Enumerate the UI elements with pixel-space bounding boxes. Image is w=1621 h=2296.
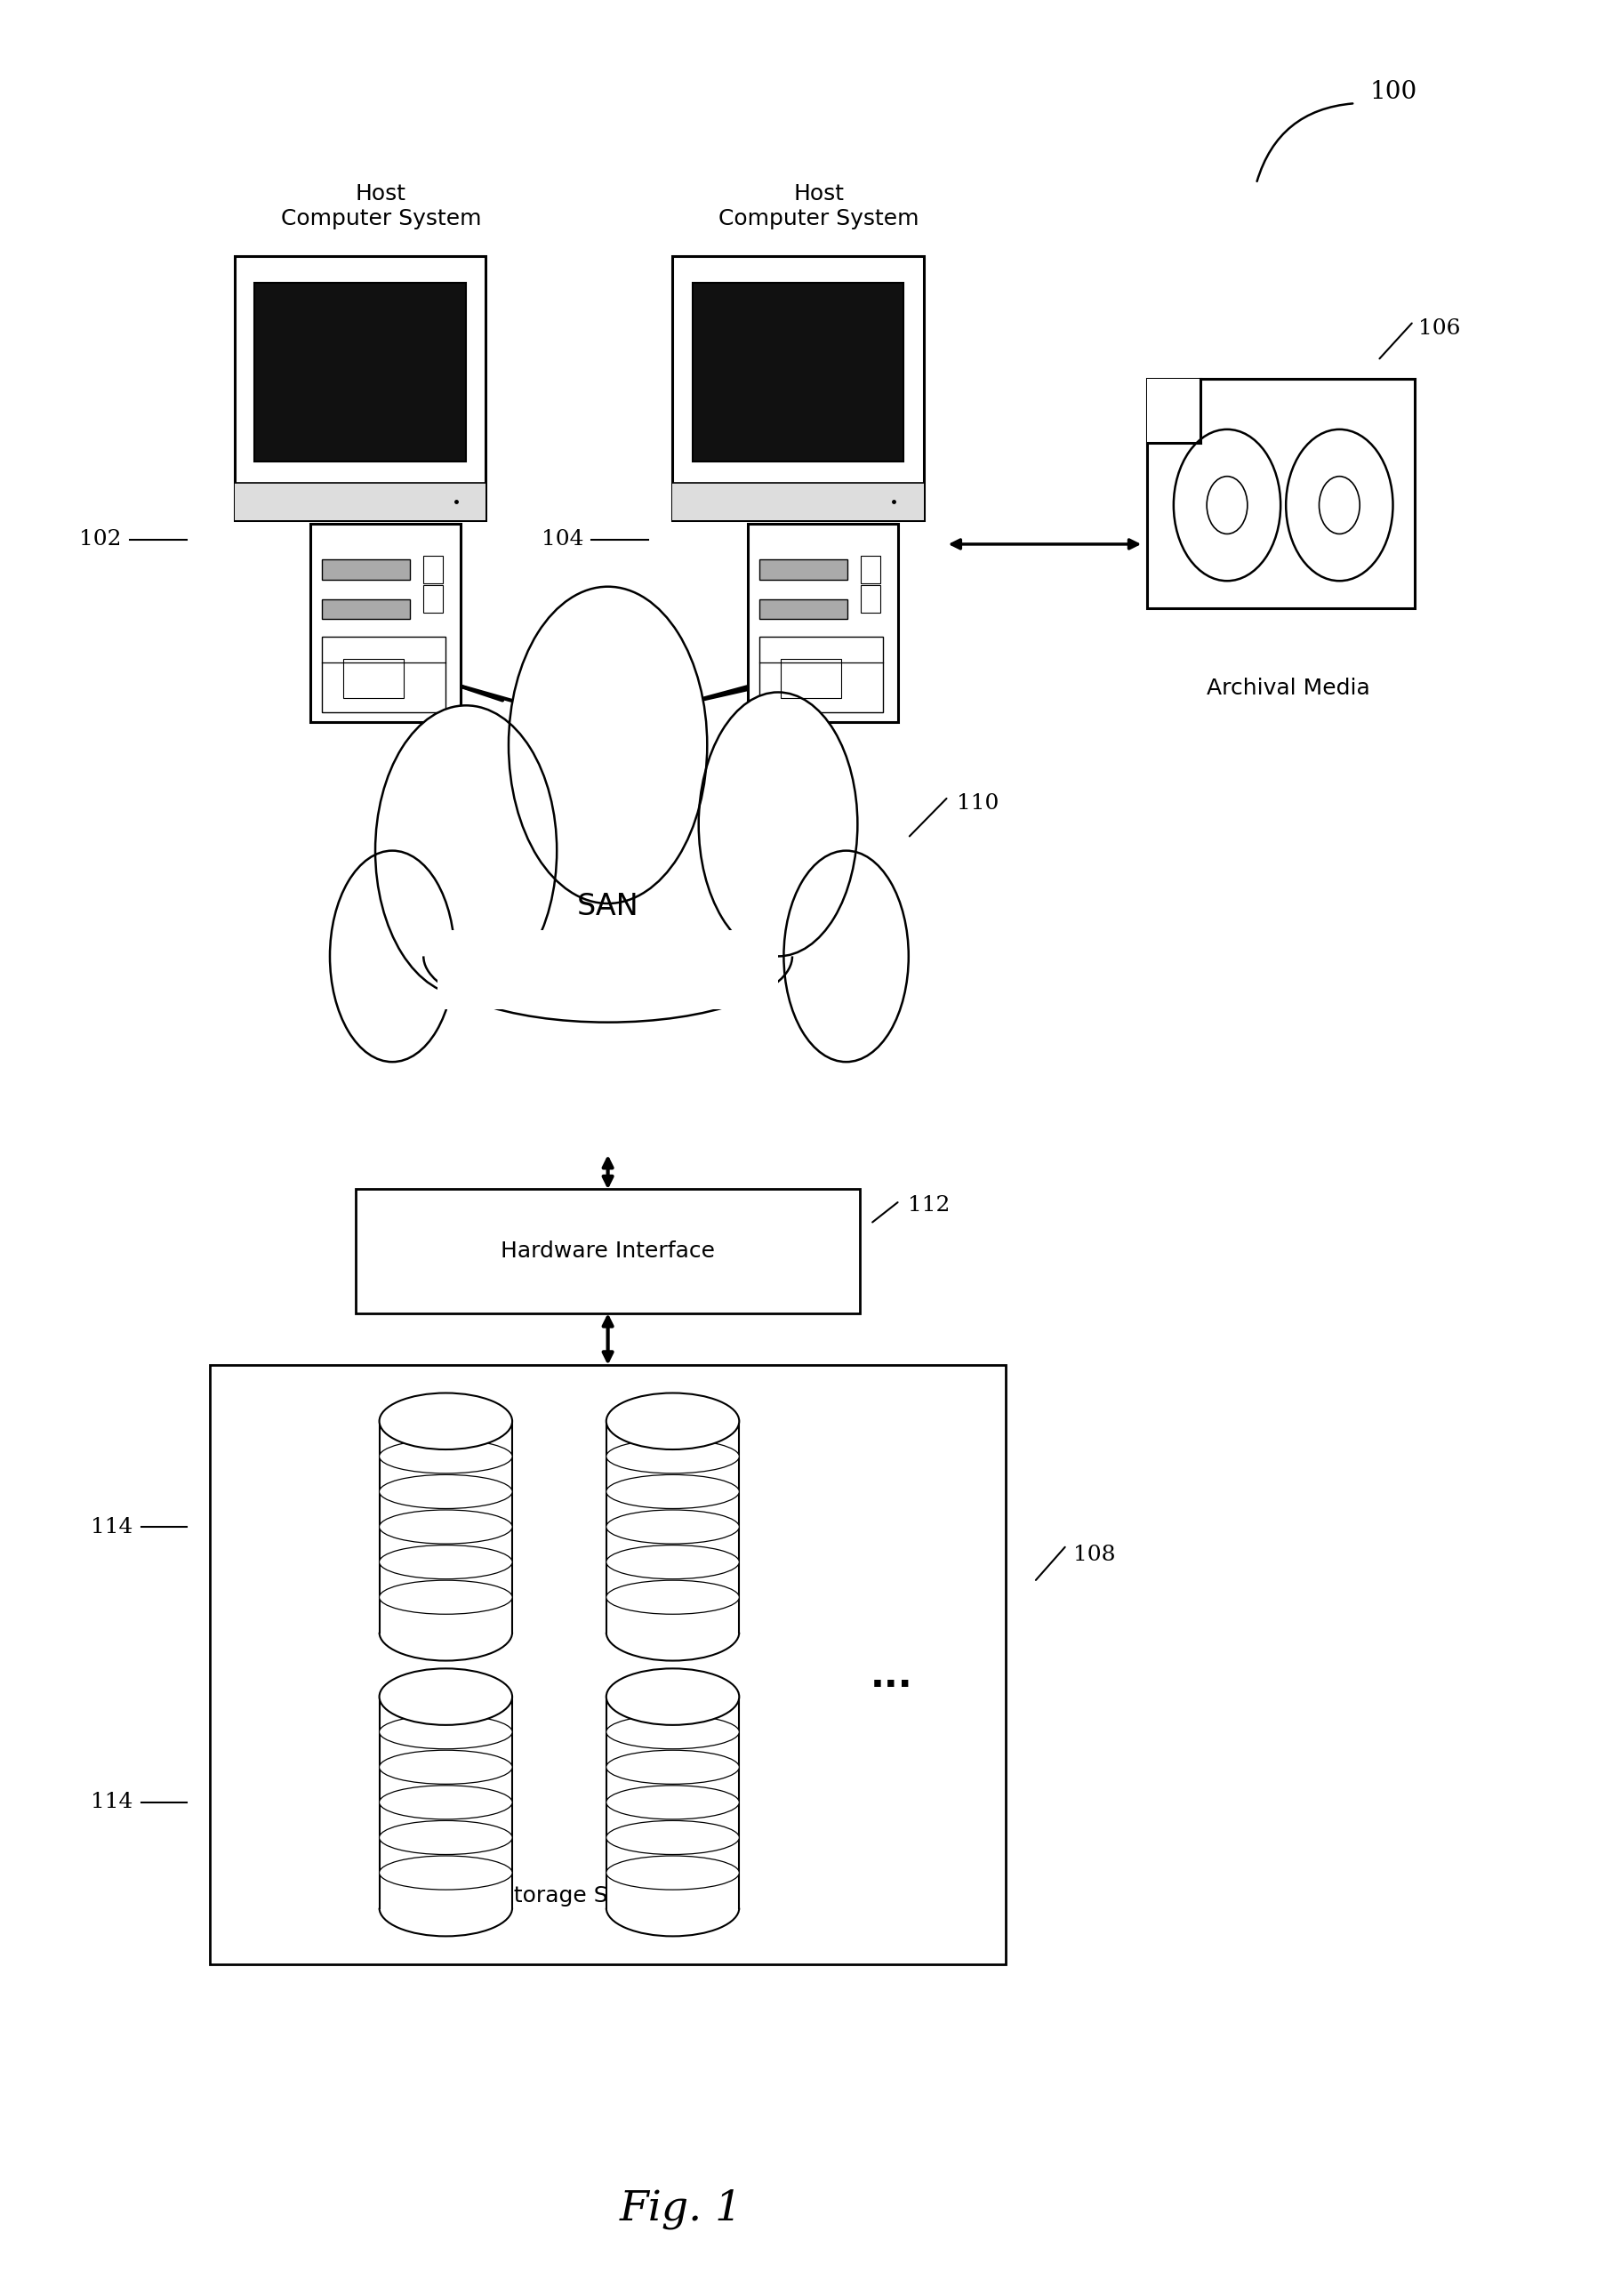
FancyBboxPatch shape: [1148, 379, 1201, 443]
Text: 106: 106: [1418, 319, 1461, 338]
Text: ...: ...: [870, 1658, 913, 1694]
Ellipse shape: [331, 850, 454, 1061]
FancyBboxPatch shape: [760, 560, 848, 579]
Ellipse shape: [379, 1855, 512, 1890]
Ellipse shape: [606, 1821, 739, 1855]
FancyBboxPatch shape: [760, 636, 883, 712]
FancyBboxPatch shape: [254, 282, 465, 461]
Ellipse shape: [606, 1669, 739, 1724]
Ellipse shape: [606, 1750, 739, 1784]
FancyBboxPatch shape: [781, 659, 841, 698]
FancyBboxPatch shape: [747, 523, 898, 721]
FancyBboxPatch shape: [379, 1697, 512, 1908]
FancyBboxPatch shape: [323, 560, 410, 579]
Ellipse shape: [606, 1545, 739, 1580]
Ellipse shape: [606, 1394, 739, 1449]
Text: Archival Media: Archival Media: [1208, 677, 1370, 698]
FancyBboxPatch shape: [760, 599, 848, 620]
FancyBboxPatch shape: [379, 1421, 512, 1632]
FancyBboxPatch shape: [423, 556, 443, 583]
FancyBboxPatch shape: [310, 523, 460, 721]
Ellipse shape: [379, 1786, 512, 1818]
Ellipse shape: [509, 585, 707, 902]
FancyBboxPatch shape: [606, 1697, 739, 1908]
Text: Storage Subsystem: Storage Subsystem: [499, 1885, 716, 1906]
FancyBboxPatch shape: [357, 1189, 859, 1313]
Ellipse shape: [606, 1440, 739, 1474]
FancyBboxPatch shape: [235, 255, 486, 519]
Text: SAN: SAN: [577, 893, 639, 921]
Ellipse shape: [379, 1545, 512, 1580]
Ellipse shape: [785, 850, 908, 1061]
Ellipse shape: [376, 705, 558, 996]
Ellipse shape: [606, 1474, 739, 1508]
FancyBboxPatch shape: [1148, 379, 1414, 608]
Text: 102: 102: [79, 530, 122, 549]
Ellipse shape: [379, 1821, 512, 1855]
Text: 114: 114: [91, 1518, 133, 1536]
Text: 114: 114: [91, 1793, 133, 1812]
Ellipse shape: [606, 1855, 739, 1890]
Ellipse shape: [379, 1394, 512, 1449]
FancyBboxPatch shape: [235, 482, 486, 519]
Ellipse shape: [606, 1715, 739, 1750]
Text: 110: 110: [956, 794, 999, 813]
Ellipse shape: [379, 1474, 512, 1508]
Ellipse shape: [379, 1669, 512, 1724]
Ellipse shape: [379, 1580, 512, 1614]
Circle shape: [1285, 429, 1392, 581]
Ellipse shape: [699, 693, 858, 955]
Text: Host
Computer System: Host Computer System: [280, 184, 481, 230]
Circle shape: [1206, 475, 1248, 535]
Ellipse shape: [606, 1580, 739, 1614]
FancyBboxPatch shape: [211, 1364, 1007, 1963]
Ellipse shape: [379, 1440, 512, 1474]
Circle shape: [1319, 475, 1360, 535]
Text: Fig. 1: Fig. 1: [619, 2188, 742, 2229]
Ellipse shape: [606, 1786, 739, 1818]
Ellipse shape: [379, 1511, 512, 1543]
FancyBboxPatch shape: [423, 585, 443, 613]
FancyBboxPatch shape: [323, 636, 446, 712]
Circle shape: [1174, 429, 1281, 581]
FancyBboxPatch shape: [673, 482, 924, 519]
Text: 108: 108: [1073, 1545, 1115, 1564]
FancyBboxPatch shape: [861, 585, 880, 613]
Text: 104: 104: [541, 530, 584, 549]
Text: 112: 112: [908, 1196, 950, 1215]
Ellipse shape: [606, 1511, 739, 1543]
Text: Host
Computer System: Host Computer System: [718, 184, 919, 230]
FancyBboxPatch shape: [323, 599, 410, 620]
FancyBboxPatch shape: [344, 659, 404, 698]
FancyBboxPatch shape: [606, 1421, 739, 1632]
Ellipse shape: [379, 1715, 512, 1750]
Ellipse shape: [379, 1750, 512, 1784]
Text: Hardware Interface: Hardware Interface: [501, 1240, 715, 1263]
FancyBboxPatch shape: [861, 556, 880, 583]
Text: 100: 100: [1370, 80, 1417, 103]
FancyBboxPatch shape: [673, 255, 924, 519]
FancyBboxPatch shape: [692, 282, 903, 461]
FancyBboxPatch shape: [423, 916, 793, 1075]
FancyBboxPatch shape: [438, 930, 778, 1010]
